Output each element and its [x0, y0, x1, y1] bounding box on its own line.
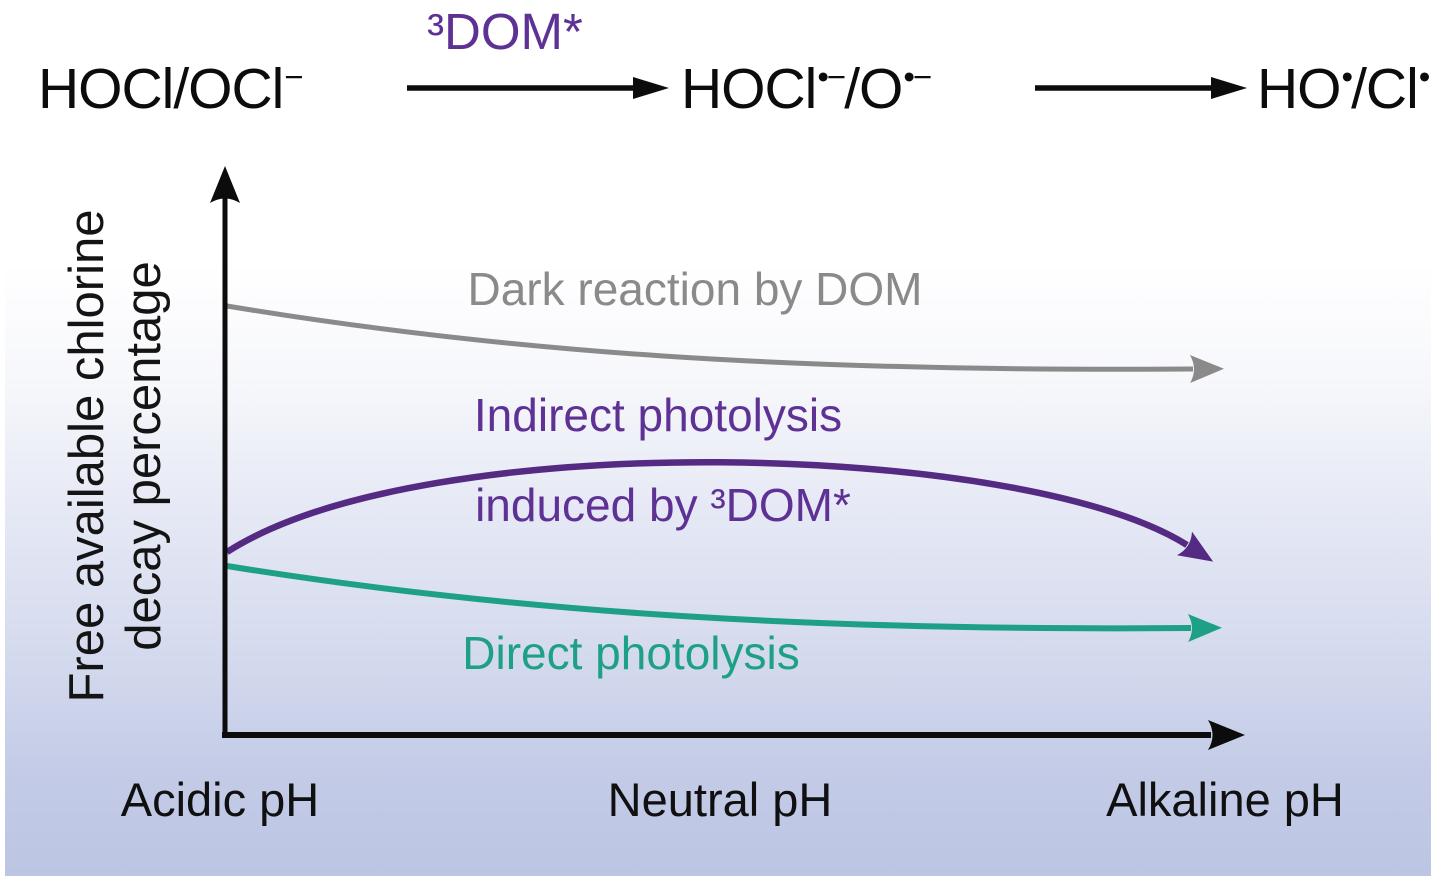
reactant-charge: − — [284, 59, 303, 97]
catalyst-label: ³DOM* — [427, 3, 583, 60]
radical-mark: • — [1341, 59, 1353, 97]
x-axis-arrowhead-icon — [1208, 720, 1245, 750]
x-label-alkaline: Alkaline pH — [1106, 773, 1344, 826]
label-direct-photolysis: Direct photolysis — [462, 627, 800, 679]
y-axis-arrowhead-icon — [210, 166, 240, 203]
radical-mark: • — [1418, 59, 1430, 97]
y-axis-label: Free available chlorine decay percentage — [59, 161, 175, 751]
reactant-species: HOCl/OCl− — [38, 56, 304, 122]
x-label-neutral: Neutral pH — [607, 773, 833, 826]
plot-svg — [210, 166, 1245, 750]
label-indirect-photolysis-line1: Indirect photolysis — [473, 389, 843, 441]
label-dark-reaction: Dark reaction by DOM — [467, 263, 923, 315]
curve-dark-reaction — [226, 303, 1224, 384]
x-label-acidic: Acidic pH — [120, 773, 320, 826]
intermediate-species: HOCl•−/O•− — [681, 57, 932, 121]
reactant-formula: HOCl/OCl — [38, 57, 284, 121]
radical-anion-mark: •− — [817, 59, 846, 97]
reaction-arrow-icon — [1035, 77, 1247, 99]
y-axis-label-line1: Free available chlorine — [60, 209, 114, 703]
product-species: HO•/Cl• — [1257, 57, 1430, 121]
reaction-arrow-icon — [407, 77, 669, 99]
radical-anion-mark: •− — [903, 59, 932, 97]
curve-indirect-photolysis — [225, 458, 1214, 562]
label-indirect-photolysis-line2: induced by ³DOM* — [475, 479, 851, 531]
curve-direct-photolysis — [226, 563, 1222, 643]
y-axis-label-line2: decay percentage — [116, 261, 171, 651]
